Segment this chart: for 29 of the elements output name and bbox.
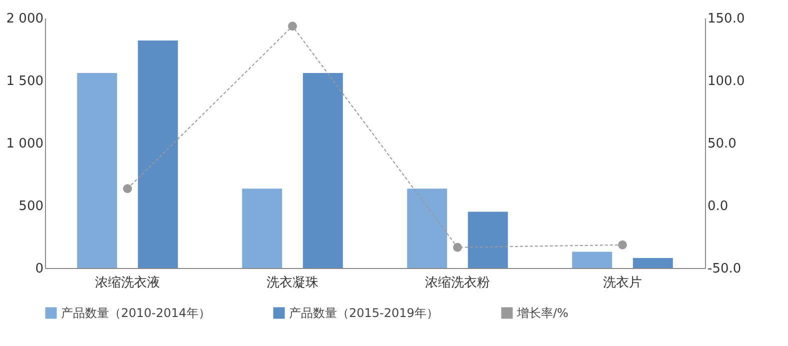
x-tick-label: 浓缩洗衣液 bbox=[95, 276, 160, 290]
y2-tick-label: 150.0 bbox=[708, 12, 745, 26]
legend-label: 产品数量（2010-2014年） bbox=[61, 306, 210, 320]
x-tick-label: 浓缩洗衣粉 bbox=[425, 276, 490, 290]
bar bbox=[632, 258, 673, 268]
y2-tick-label: 0.0 bbox=[708, 199, 728, 214]
point bbox=[123, 184, 132, 194]
bar bbox=[138, 40, 178, 268]
bar bbox=[77, 73, 118, 268]
x-tick-label: 洗衣片 bbox=[603, 276, 642, 290]
legend-label: 产品数量（2015-2019年） bbox=[289, 306, 438, 320]
bar bbox=[572, 252, 612, 268]
point bbox=[618, 240, 627, 250]
y2-tick-label: -50.0 bbox=[708, 262, 742, 276]
bar bbox=[468, 212, 508, 268]
y2-tick-label: 50.0 bbox=[708, 136, 736, 152]
bar bbox=[407, 188, 448, 268]
y-tick-label: 0 bbox=[35, 262, 44, 276]
y2-tick-label: 100.0 bbox=[708, 74, 745, 89]
x-tick-label: 洗衣凝珠 bbox=[266, 276, 318, 290]
y-tick-label: 2 000 bbox=[6, 12, 44, 26]
bar bbox=[242, 188, 282, 268]
y-tick-label: 1 500 bbox=[6, 74, 44, 89]
legend-label: 增长率/% bbox=[516, 306, 568, 320]
y-tick-label: 500 bbox=[18, 199, 44, 214]
point bbox=[288, 22, 297, 31]
bar bbox=[302, 73, 343, 268]
y-tick-label: 1 000 bbox=[6, 136, 44, 152]
point bbox=[453, 242, 462, 252]
